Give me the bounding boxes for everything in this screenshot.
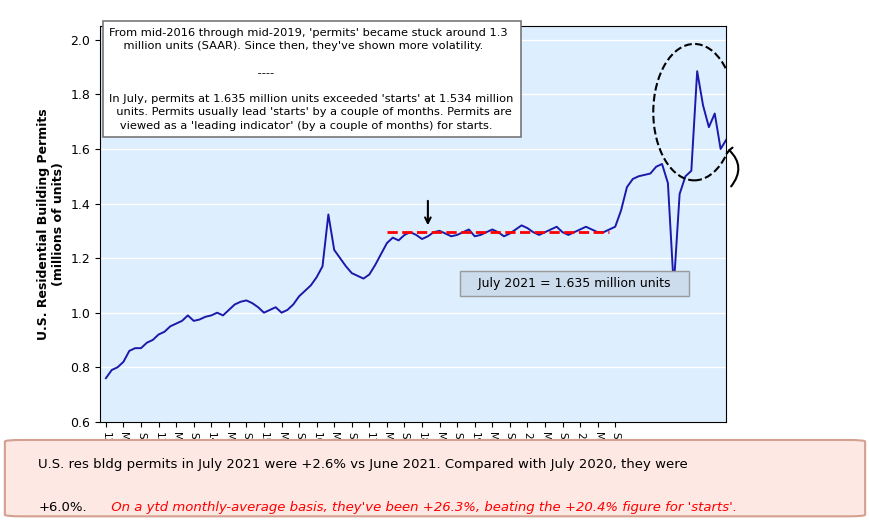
Text: July 2021 = 1.635 million units: July 2021 = 1.635 million units [466, 277, 682, 290]
FancyBboxPatch shape [5, 440, 864, 516]
Text: +6.0%.: +6.0%. [38, 501, 87, 514]
Text: On a ytd monthly-average basis, they've been +26.3%, beating the +20.4% figure f: On a ytd monthly-average basis, they've … [107, 501, 736, 514]
Text: From mid-2016 through mid-2019, 'permits' became stuck around 1.3
    million un: From mid-2016 through mid-2019, 'permits… [109, 28, 514, 130]
X-axis label: Year and month: Year and month [351, 458, 474, 472]
Text: U.S. res bldg permits in July 2021 were +2.6% vs June 2021. Compared with July 2: U.S. res bldg permits in July 2021 were … [38, 458, 687, 471]
Y-axis label: U.S. Residential Building Permits
(millions of units): U.S. Residential Building Permits (milli… [36, 108, 64, 340]
